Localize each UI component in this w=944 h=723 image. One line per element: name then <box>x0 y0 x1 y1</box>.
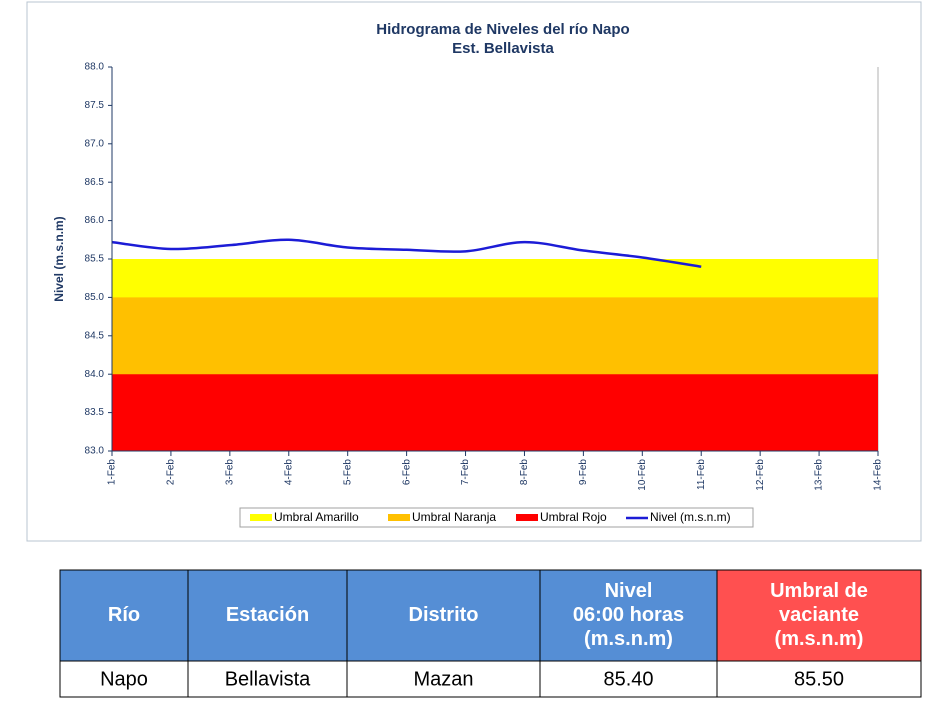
x-tick-label: 8-Feb <box>519 459 530 486</box>
cell-text: Mazan <box>413 668 473 690</box>
header-cell <box>716 569 922 662</box>
x-tick-label: 3-Feb <box>224 459 235 486</box>
header-text: 06:00 horas <box>573 604 684 626</box>
x-tick-label: 6-Feb <box>401 459 412 486</box>
y-tick-label: 86.5 <box>85 177 105 188</box>
legend-label: Umbral Rojo <box>540 510 607 524</box>
header-text: Río <box>108 604 140 626</box>
legend-label: Umbral Amarillo <box>274 510 359 524</box>
x-tick-label: 9-Feb <box>578 459 589 486</box>
header-text: vaciante <box>779 604 859 626</box>
y-tick-label: 84.0 <box>85 369 105 380</box>
header-text: Estación <box>226 604 309 626</box>
cell-text: 85.50 <box>794 668 844 690</box>
y-axis-label: Nivel (m.s.n.m) <box>52 216 66 301</box>
x-tick-label: 1-Feb <box>107 459 118 486</box>
y-tick-label: 84.5 <box>85 330 105 341</box>
legend-swatch <box>388 514 410 521</box>
x-tick-label: 4-Feb <box>283 459 294 486</box>
header-cell <box>346 569 541 662</box>
x-tick-label: 11-Feb <box>696 459 707 490</box>
y-tick-label: 83.5 <box>85 407 105 418</box>
header-text: (m.s.n.m) <box>775 628 864 650</box>
legend-box <box>239 507 754 528</box>
y-tick-label: 83.0 <box>85 446 105 457</box>
header-cell <box>539 569 718 662</box>
legend-swatch <box>250 514 272 521</box>
x-tick-label: 10-Feb <box>637 459 648 491</box>
level-line <box>111 238 702 268</box>
table-cell <box>716 660 922 698</box>
legend-label: Nivel (m.s.n.m) <box>650 510 731 524</box>
header-cell <box>187 569 348 662</box>
legend-label: Umbral Naranja <box>412 510 496 524</box>
x-tick-label: 7-Feb <box>460 459 471 486</box>
header-text: Umbral de <box>770 580 868 602</box>
y-tick-label: 87.0 <box>85 138 105 149</box>
x-tick-label: 13-Feb <box>814 459 825 491</box>
legend-swatch <box>516 514 538 521</box>
cell-text: Bellavista <box>225 668 311 690</box>
cell-text: 85.40 <box>603 668 653 690</box>
y-tick-label: 87.5 <box>85 100 105 111</box>
x-tick-label: 5-Feb <box>342 459 353 486</box>
header-text: Nivel <box>605 580 653 602</box>
y-tick-label: 86.0 <box>85 215 105 226</box>
chart-subtitle: Est. Bellavista <box>452 40 554 57</box>
x-tick-label: 12-Feb <box>755 459 766 491</box>
threshold-area <box>112 374 878 451</box>
header-text: Distrito <box>409 604 479 626</box>
table-cell <box>59 660 189 698</box>
chart-title: Hidrograma de Niveles del río Napo <box>376 21 629 38</box>
table-cell <box>539 660 718 698</box>
y-tick-label: 85.0 <box>85 292 105 303</box>
x-tick-label: 14-Feb <box>873 459 884 491</box>
x-tick-label: 2-Feb <box>166 459 177 486</box>
header-text: (m.s.n.m) <box>584 628 673 650</box>
y-tick-label: 85.5 <box>85 254 105 265</box>
y-tick-label: 88.0 <box>85 62 105 73</box>
cell-text: Napo <box>100 668 148 690</box>
